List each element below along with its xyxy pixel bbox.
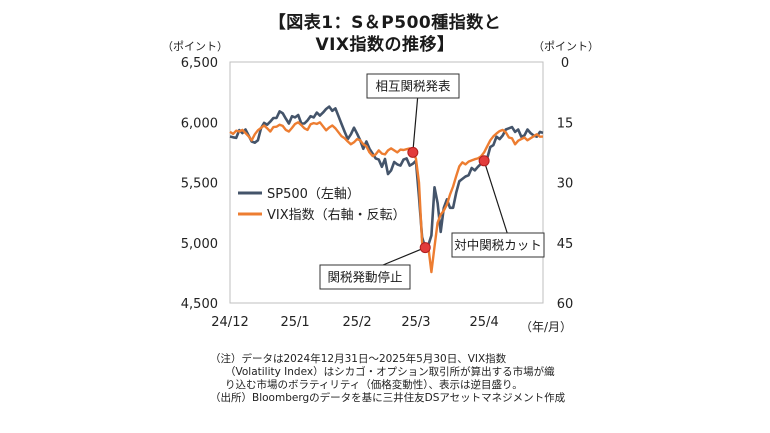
note-line-1: （注）データは2024年12月31日～2025年5月30日、VIX指数 xyxy=(210,353,507,365)
annotation-label: 相互関税発表 xyxy=(375,79,451,94)
legend-entry: SP500（左軸） xyxy=(267,187,360,202)
x-tick-label: 25/3 xyxy=(401,315,430,330)
x-tick-label: 25/1 xyxy=(280,315,309,330)
x-tick-label: 25/4 xyxy=(470,315,499,330)
annotation-leader xyxy=(382,247,426,266)
left-tick-label: 6,000 xyxy=(181,116,218,131)
annotation-label: 対中関税カット xyxy=(454,238,542,253)
left-tick-label: 5,000 xyxy=(181,237,218,252)
note-line-3: り込む市場のボラティリティ（価格変動性）、表示は逆目盛り。 xyxy=(225,379,523,391)
sp500-line xyxy=(229,105,544,249)
right-axis-unit: （ポイント） xyxy=(533,40,599,53)
left-tick-label: 5,500 xyxy=(181,177,218,192)
left-tick-label: 4,500 xyxy=(181,297,218,312)
right-tick-label: 0 xyxy=(561,56,569,71)
x-tick-label: 25/2 xyxy=(342,315,371,330)
right-tick-label: 30 xyxy=(557,177,574,192)
vix-line xyxy=(229,121,544,274)
annotation-marker xyxy=(419,242,431,254)
note-line-4: （出所）Bloombergのデータを基に三井住友DSアセットマネジメント作成 xyxy=(210,392,566,404)
x-tick-label: 24/12 xyxy=(211,315,248,330)
annotation-box xyxy=(319,264,411,290)
chart-title-line2: VIX指数の推移】 xyxy=(315,35,455,55)
annotation-leader xyxy=(412,97,419,153)
right-tick-label: 15 xyxy=(557,116,574,131)
annotation-box xyxy=(451,232,545,258)
left-tick-label: 6,500 xyxy=(181,56,218,71)
annotation-box xyxy=(366,73,460,99)
annotation-marker xyxy=(478,155,490,167)
right-tick-label: 60 xyxy=(557,297,574,312)
left-axis-unit: （ポイント） xyxy=(162,40,228,53)
right-tick-label: 45 xyxy=(557,237,574,252)
legend-entry: VIX指数（右軸・反転） xyxy=(267,208,406,223)
note-line-2: （Volatility Index）はシカゴ・オプション取引所が算出する市場が織 xyxy=(225,366,555,378)
annotation-leader xyxy=(483,160,508,234)
annotation-label: 関税発動停止 xyxy=(327,270,402,285)
x-axis-unit: （年/月） xyxy=(520,320,572,334)
chart-title-line1: 【図表1：S＆P500種指数と xyxy=(268,13,502,33)
plot-area-frame xyxy=(229,61,544,304)
annotation-marker xyxy=(407,146,419,158)
